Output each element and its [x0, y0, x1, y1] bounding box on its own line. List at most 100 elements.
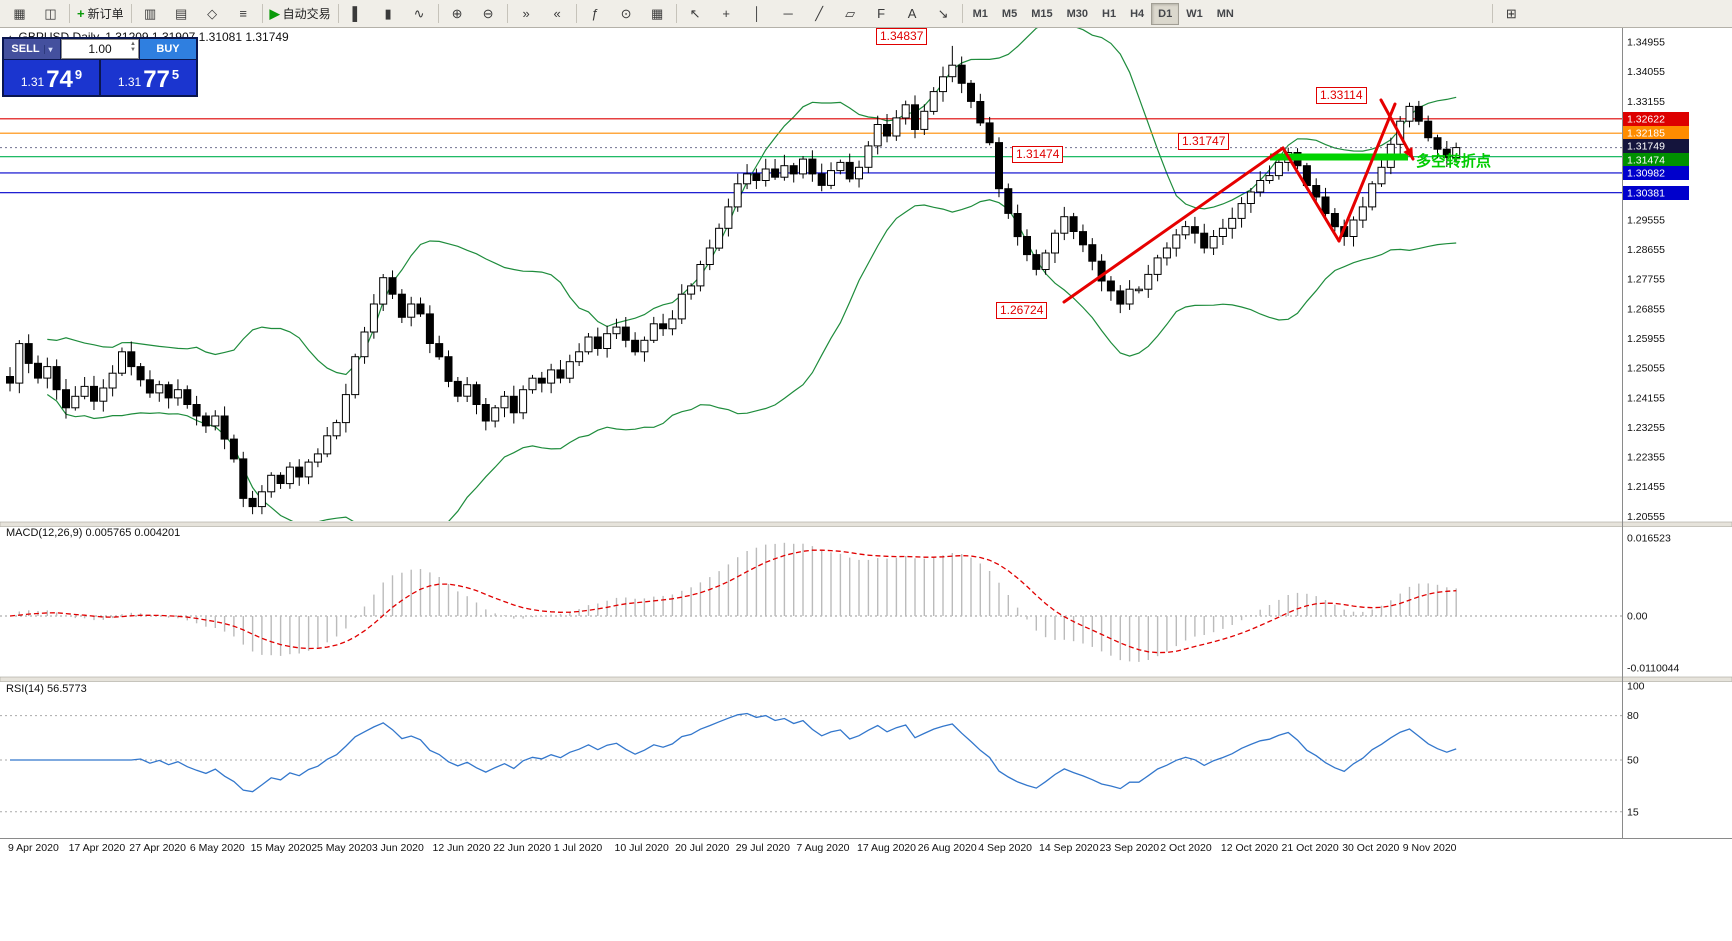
- equidistant-channel-icon: ▱: [845, 6, 856, 21]
- rsi-line: [10, 712, 1457, 793]
- market-watch-icon: ▥: [143, 6, 157, 21]
- price-annotation[interactable]: 1.31747: [1178, 133, 1230, 150]
- date-tick-label: 27 Apr 2020: [129, 842, 186, 854]
- note-text[interactable]: 多空转折点: [1416, 153, 1492, 170]
- zoom-in-button[interactable]: ⊕: [442, 2, 473, 26]
- date-tick-label: 6 May 2020: [190, 842, 245, 854]
- navigator-button[interactable]: ◇: [197, 2, 228, 26]
- cursor-button[interactable]: ↖: [680, 2, 711, 26]
- navigator-icon: ◇: [207, 6, 218, 21]
- new-chart-button[interactable]: ▦: [4, 2, 35, 26]
- data-window-button[interactable]: ▤: [166, 2, 197, 26]
- trend-line[interactable]: [1337, 102, 1397, 243]
- trend-line[interactable]: [1379, 98, 1415, 161]
- panel-splitter-rsi[interactable]: [0, 676, 1732, 682]
- spinner-up-icon[interactable]: ▲: [130, 41, 136, 47]
- timeframe-m1-button[interactable]: M1: [972, 7, 988, 20]
- timeframe-m15-button[interactable]: M15: [1031, 7, 1053, 20]
- auto-scroll-button[interactable]: »: [511, 2, 542, 26]
- price-badge: [1623, 126, 1689, 140]
- price-annotation[interactable]: 1.26724: [996, 302, 1048, 319]
- volume-spinner[interactable]: ▲ ▼: [130, 41, 136, 53]
- chevron-down-icon[interactable]: ▾: [43, 44, 53, 54]
- trend-lines[interactable]: [1062, 98, 1415, 304]
- indicators-button[interactable]: ƒ: [580, 2, 611, 26]
- fibonacci-button[interactable]: F: [866, 2, 897, 26]
- price-annotation[interactable]: 1.31474: [1012, 146, 1064, 163]
- templates-icon: ▦: [650, 6, 664, 21]
- candlesticks[interactable]: [6, 45, 1461, 515]
- sell-price-sup: 9: [74, 67, 83, 82]
- buy-price-sup: 5: [171, 67, 180, 82]
- volume-input[interactable]: 1.00 ▲ ▼: [61, 39, 139, 59]
- equidistant-channel-button[interactable]: ▱: [835, 2, 866, 26]
- price-annotation[interactable]: 1.33114: [1316, 87, 1367, 104]
- timeframe-mn-button[interactable]: MN: [1216, 7, 1234, 20]
- date-tick-label: 25 May 2020: [311, 842, 372, 854]
- timeframe-m5-button[interactable]: M5: [1001, 7, 1018, 20]
- price-annotation[interactable]: 1.34837: [876, 28, 928, 45]
- trend-line[interactable]: [1281, 146, 1341, 243]
- time-axis[interactable]: 9 Apr 2020 17 Apr 2020 27 Apr 2020 6 May 20…: [8, 842, 1457, 854]
- text-button[interactable]: A: [897, 2, 928, 26]
- trend-line[interactable]: [1062, 146, 1285, 304]
- crosshair-button[interactable]: +: [711, 2, 742, 26]
- price-axis[interactable]: 1.34955 1.34055 1.33155 1.29555 1.28655 1.277…: [1623, 37, 1689, 819]
- autotrading-button[interactable]: ▶ 自动交易: [266, 2, 335, 26]
- price-tick-label: 1.20555: [1627, 511, 1665, 523]
- arrows-button[interactable]: ↘: [928, 2, 959, 26]
- line-chart-icon: ∿: [413, 6, 425, 21]
- terminal-button[interactable]: ≡: [228, 2, 259, 26]
- toolbar-separator: [1491, 4, 1493, 23]
- main-chart-panel[interactable]: [0, 23, 1622, 566]
- rsi-tick-label: 80: [1627, 710, 1639, 722]
- buy-button[interactable]: BUY: [140, 39, 196, 59]
- buy-price-button[interactable]: 1.31 77 5: [101, 60, 196, 95]
- macd-indicator-label: MACD(12,26,9) 0.005765 0.004201: [6, 527, 181, 539]
- spinner-down-icon[interactable]: ▼: [130, 47, 136, 53]
- profiles-button[interactable]: ◫: [35, 2, 66, 26]
- candlestick-chart-button[interactable]: ▮: [373, 2, 404, 26]
- timeframe-m30-button[interactable]: M30: [1066, 7, 1088, 20]
- macd-tick-label: -0.0110044: [1627, 663, 1680, 675]
- sell-price-button[interactable]: 1.31 74 9: [4, 60, 99, 95]
- chart-shift-button[interactable]: «: [542, 2, 573, 26]
- periods-icon: ⊙: [620, 6, 632, 21]
- vertical-line-button[interactable]: │: [742, 2, 773, 26]
- bollinger-upper-band[interactable]: [47, 23, 1457, 376]
- horizontal-line-button[interactable]: ─: [773, 2, 804, 26]
- sell-button[interactable]: SELL ▾: [4, 39, 60, 59]
- date-tick-label: 17 Apr 2020: [69, 842, 126, 854]
- timeframe-w1-button[interactable]: W1: [1186, 7, 1203, 20]
- market-watch-button[interactable]: ▥: [135, 2, 166, 26]
- sell-price-prefix: 1.31: [20, 75, 45, 89]
- arrows-icon: ↘: [937, 6, 949, 21]
- templates-button[interactable]: ▦: [642, 2, 673, 26]
- panel-splitter-macd[interactable]: [0, 521, 1732, 527]
- trendline-button[interactable]: ╱: [804, 2, 835, 26]
- bar-chart-button[interactable]: ▌: [342, 2, 373, 26]
- rsi-panel[interactable]: [0, 712, 1622, 813]
- periods-button[interactable]: ⊙: [611, 2, 642, 26]
- one-click-trading-panel: SELL ▾ 1.00 ▲ ▼ BUY 1.31 74 9 1.31 77 5: [2, 37, 198, 97]
- price-badge: [1623, 186, 1689, 200]
- macd-panel[interactable]: [0, 542, 1622, 662]
- date-tick-label: 14 Sep 2020: [1039, 842, 1099, 854]
- bollinger-lower-band[interactable]: [46, 199, 1457, 566]
- timeframe-d1-button[interactable]: D1: [1151, 2, 1180, 25]
- fibonacci-icon: F: [877, 6, 886, 21]
- sell-label: SELL: [11, 43, 40, 55]
- new-order-button[interactable]: + 新订单: [73, 2, 128, 26]
- toolbar-separator: [337, 4, 339, 23]
- date-tick-label: 3 Jun 2020: [372, 842, 424, 854]
- chart-shift-icon: «: [553, 6, 561, 21]
- zoom-out-button[interactable]: ⊖: [473, 2, 504, 26]
- line-chart-button[interactable]: ∿: [404, 2, 435, 26]
- tile-windows-button[interactable]: ⊞: [1496, 2, 1527, 26]
- timeframe-h4-button[interactable]: H4: [1130, 7, 1145, 20]
- price-badge-label: 1.30982: [1627, 168, 1665, 180]
- new-order-icon: +: [77, 6, 85, 21]
- timeframe-h1-button[interactable]: H1: [1102, 7, 1117, 20]
